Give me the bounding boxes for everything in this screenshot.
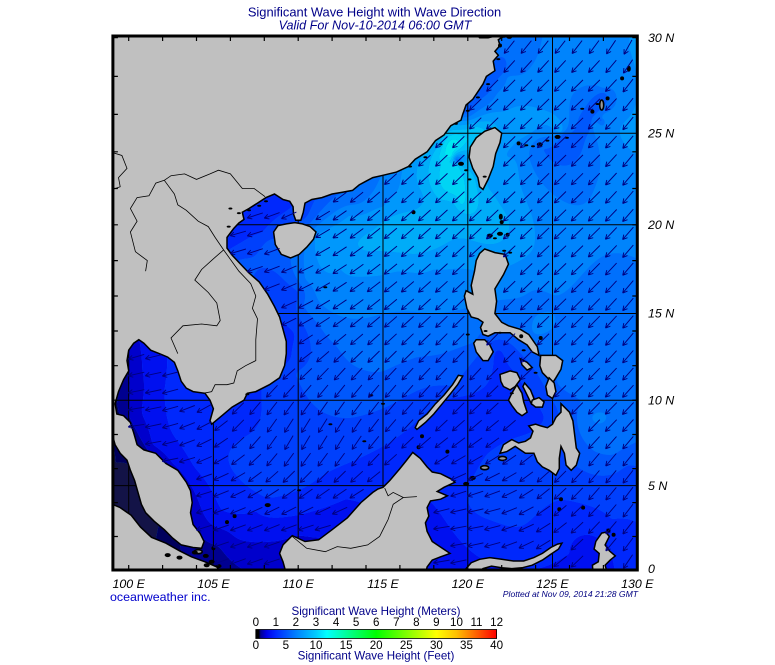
svg-text:15 N: 15 N: [648, 307, 674, 321]
svg-text:9: 9: [433, 616, 439, 629]
svg-text:20 N: 20 N: [647, 218, 674, 232]
svg-text:Significant Wave Height (Feet): Significant Wave Height (Feet): [298, 650, 455, 663]
svg-text:25: 25: [400, 639, 413, 652]
svg-text:110 E: 110 E: [282, 577, 314, 591]
svg-text:11: 11: [470, 616, 482, 629]
svg-text:10: 10: [310, 639, 323, 652]
svg-text:Plotted at Nov 09, 2014 21:28: Plotted at Nov 09, 2014 21:28 GMT: [503, 589, 639, 599]
svg-text:105 E: 105 E: [197, 577, 230, 591]
svg-text:0: 0: [253, 616, 259, 629]
svg-text:0: 0: [253, 639, 259, 652]
svg-text:20: 20: [370, 639, 383, 652]
svg-text:30 N: 30 N: [648, 31, 674, 45]
svg-text:100 E: 100 E: [113, 577, 146, 591]
svg-text:2: 2: [293, 616, 299, 629]
svg-text:35: 35: [460, 639, 473, 652]
svg-text:Valid For Nov-10-2014 06:00 GM: Valid For Nov-10-2014 06:00 GMT: [279, 19, 473, 33]
svg-text:40: 40: [490, 639, 503, 652]
svg-text:0: 0: [648, 562, 655, 576]
svg-text:1: 1: [273, 616, 279, 629]
svg-text:25 N: 25 N: [647, 126, 674, 140]
svg-text:5: 5: [283, 639, 289, 652]
svg-text:6: 6: [373, 616, 379, 629]
svg-text:5 N: 5 N: [648, 479, 667, 493]
svg-text:5: 5: [353, 616, 359, 629]
svg-text:125 E: 125 E: [536, 577, 569, 591]
svg-text:3: 3: [313, 616, 319, 629]
svg-text:130 E: 130 E: [621, 577, 654, 591]
svg-text:10 N: 10 N: [648, 393, 674, 407]
svg-text:12: 12: [490, 616, 503, 629]
svg-text:Significant Wave Height with W: Significant Wave Height with Wave Direct…: [248, 5, 501, 20]
svg-text:7: 7: [393, 616, 399, 629]
svg-text:10: 10: [450, 616, 463, 629]
svg-text:4: 4: [333, 616, 340, 629]
svg-text:Significant Wave Height (Meter: Significant Wave Height (Meters): [291, 605, 460, 618]
svg-text:8: 8: [413, 616, 419, 629]
svg-text:oceanweather inc.: oceanweather inc.: [110, 590, 211, 604]
svg-text:15: 15: [340, 639, 353, 652]
svg-text:30: 30: [430, 639, 443, 652]
svg-text:115 E: 115 E: [367, 577, 399, 591]
svg-text:120 E: 120 E: [452, 577, 485, 591]
